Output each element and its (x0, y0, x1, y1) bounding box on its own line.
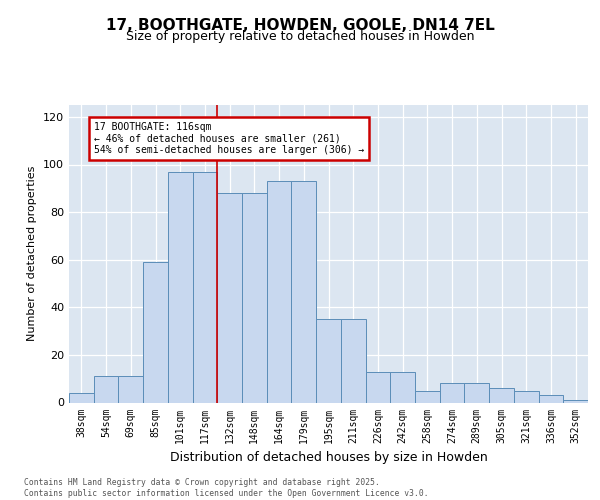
Bar (94, 376, 118, 402)
Bar (415, 390, 440, 402)
Bar (365, 372, 390, 402)
Bar (514, 390, 539, 402)
Text: 17 BOOTHGATE: 116sqm
← 46% of detached houses are smaller (261)
54% of semi-deta: 17 BOOTHGATE: 116sqm ← 46% of detached h… (94, 122, 364, 155)
Bar (143, 262, 168, 402)
X-axis label: Distribution of detached houses by size in Howden: Distribution of detached houses by size … (170, 451, 487, 464)
Bar (242, 193, 267, 402)
Bar (464, 384, 489, 402)
Bar (341, 319, 365, 402)
Text: Contains HM Land Registry data © Crown copyright and database right 2025.
Contai: Contains HM Land Registry data © Crown c… (24, 478, 428, 498)
Bar (217, 193, 242, 402)
Bar (316, 319, 341, 402)
Bar (489, 388, 514, 402)
Bar (193, 172, 217, 402)
Bar (69, 393, 94, 402)
Text: Size of property relative to detached houses in Howden: Size of property relative to detached ho… (126, 30, 474, 43)
Bar (267, 181, 292, 402)
Bar (563, 400, 588, 402)
Bar (390, 372, 415, 402)
Bar (168, 172, 193, 402)
Bar (440, 384, 464, 402)
Bar (292, 181, 316, 402)
Bar (118, 376, 143, 402)
Y-axis label: Number of detached properties: Number of detached properties (28, 166, 37, 342)
Bar (539, 396, 563, 402)
Text: 17, BOOTHGATE, HOWDEN, GOOLE, DN14 7EL: 17, BOOTHGATE, HOWDEN, GOOLE, DN14 7EL (106, 18, 494, 32)
